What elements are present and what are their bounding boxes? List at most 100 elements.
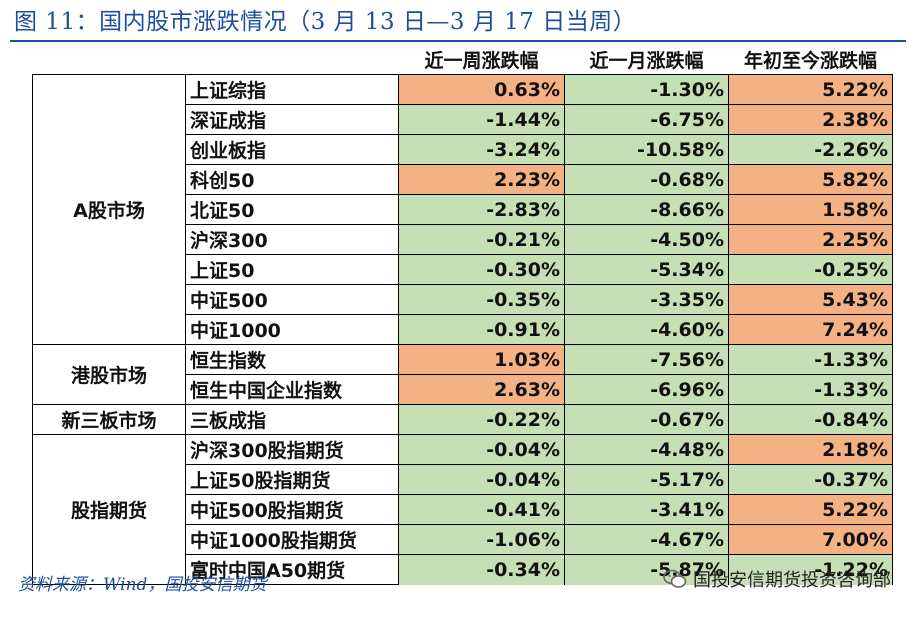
ytd-change-cell: -1.33% (728, 374, 893, 405)
header-week: 近一周涨跌幅 (424, 50, 539, 72)
week-change-cell: -1.06% (398, 524, 565, 555)
week-change-cell: -0.35% (398, 284, 565, 315)
ytd-change-cell: 2.25% (728, 224, 893, 255)
week-change-cell: -3.24% (398, 134, 565, 165)
market-group-label: A股市场 (32, 74, 186, 345)
header-row: 近一周涨跌幅 近一月涨跌幅 年初至今涨跌幅 (33, 45, 893, 75)
index-name: 深证成指 (185, 104, 399, 135)
watermark: 国投安信期货投资咨询部 (663, 566, 891, 592)
index-name: 上证综指 (185, 74, 399, 105)
header-month: 近一月涨跌幅 (589, 50, 704, 72)
watermark-text: 国投安信期货投资咨询部 (693, 570, 891, 591)
ytd-change-cell: 2.18% (728, 434, 893, 465)
index-name: 沪深300股指期货 (185, 434, 399, 465)
table-row: A股市场 上证综指 0.63% -1.30% 5.22% (32, 74, 893, 345)
table-row: 上证50 -0.30% -5.34% -0.25% (33, 254, 893, 285)
month-change-cell: -7.56% (564, 344, 729, 375)
week-change-cell: -0.34% (398, 554, 565, 585)
week-change-cell: -0.21% (398, 224, 565, 255)
header-blank-market (33, 45, 186, 75)
table-row: 中证500 -0.35% -3.35% 5.43% (33, 284, 893, 315)
week-change-cell: 0.63% (398, 74, 565, 105)
table-row: 中证1000股指期货 -1.06% -4.67% 7.00% (33, 524, 893, 555)
ytd-change-cell: -0.25% (728, 254, 893, 285)
ytd-change-cell: -0.37% (728, 464, 893, 495)
month-change-cell: -5.34% (564, 254, 729, 285)
index-name: 恒生中国企业指数 (185, 374, 399, 405)
wechat-icon (663, 569, 687, 588)
figure-title: 图 11：国内股市涨跌情况（3 月 13 日—3 月 17 日当周） (14, 9, 637, 35)
week-change-cell: -0.41% (398, 494, 565, 525)
index-name: 中证1000股指期货 (185, 524, 399, 555)
week-change-cell: -0.22% (398, 404, 565, 435)
performance-table: 近一周涨跌幅 近一月涨跌幅 年初至今涨跌幅 A股市场 上证综指 0.63% -1.30… (32, 45, 893, 585)
table-row: 深证成指 -1.44% -6.75% 2.38% (33, 104, 893, 135)
month-change-cell: -0.67% (564, 404, 729, 435)
month-change-cell: -10.58% (564, 134, 729, 165)
index-name: 三板成指 (185, 404, 399, 435)
week-change-cell: -0.30% (398, 254, 565, 285)
ytd-change-cell: -2.26% (728, 134, 893, 165)
week-change-cell: 1.03% (398, 344, 565, 375)
ytd-change-cell: 5.22% (728, 74, 893, 105)
ytd-change-cell: 7.00% (728, 524, 893, 555)
index-name: 恒生指数 (185, 344, 399, 375)
table-row: 港股市场 恒生指数 1.03% -7.56% -1.33% (32, 344, 893, 405)
table-row: 恒生中国企业指数 2.63% -6.96% -1.33% (33, 374, 893, 405)
table-row: 北证50 -2.83% -8.66% 1.58% (33, 194, 893, 225)
index-name: 科创50 (185, 164, 399, 195)
week-change-cell: -0.04% (398, 464, 565, 495)
week-change-cell: -2.83% (398, 194, 565, 225)
index-name: 创业板指 (185, 134, 399, 165)
month-change-cell: -3.35% (564, 284, 729, 315)
market-group-label: 股指期货 (32, 434, 186, 585)
month-change-cell: -3.41% (564, 494, 729, 525)
market-group-label: 新三板市场 (32, 404, 186, 435)
table-body: A股市场 上证综指 0.63% -1.30% 5.22% 深证成指 -1.44% -6.75%… (32, 74, 893, 585)
header-blank-name (186, 45, 399, 75)
month-change-cell: -0.68% (564, 164, 729, 195)
week-change-cell: -0.04% (398, 434, 565, 465)
source-note: 资料来源：Wind，国投安信期货 (18, 575, 267, 595)
ytd-change-cell: -0.84% (728, 404, 893, 435)
ytd-change-cell: 5.82% (728, 164, 893, 195)
week-change-cell: 2.63% (398, 374, 565, 405)
index-name: 富时中国A50期货 (185, 554, 399, 585)
month-change-cell: -5.87% (564, 554, 729, 585)
index-name: 北证50 (185, 194, 399, 225)
week-change-cell: 2.23% (398, 164, 565, 195)
ytd-change-cell: 7.24% (728, 314, 893, 345)
month-change-cell: -6.96% (564, 374, 729, 405)
ytd-change-cell: 5.22% (728, 494, 893, 525)
ytd-change-cell: -1.22% (728, 554, 893, 585)
month-change-cell: -4.48% (564, 434, 729, 465)
title-rule (10, 40, 906, 42)
index-name: 沪深300 (185, 224, 399, 255)
table-row: 中证1000 -0.91% -4.60% 7.24% (33, 314, 893, 345)
table-row: 科创50 2.23% -0.68% 5.82% (33, 164, 893, 195)
index-name: 中证1000 (185, 314, 399, 345)
index-name: 上证50股指期货 (185, 464, 399, 495)
ytd-change-cell: 1.58% (728, 194, 893, 225)
ytd-change-cell: 2.38% (728, 104, 893, 135)
month-change-cell: -4.50% (564, 224, 729, 255)
ytd-change-cell: 5.43% (728, 284, 893, 315)
table-row: 股指期货 沪深300股指期货 -0.04% -4.48% 2.18% (32, 434, 893, 585)
month-change-cell: -4.67% (564, 524, 729, 555)
table-row: 富时中国A50期货 -0.34% -5.87% -1.22% (33, 554, 893, 585)
table-row: 中证500股指期货 -0.41% -3.41% 5.22% (33, 494, 893, 525)
index-name: 中证500 (185, 284, 399, 315)
month-change-cell: -5.17% (564, 464, 729, 495)
month-change-cell: -4.60% (564, 314, 729, 345)
month-change-cell: -6.75% (564, 104, 729, 135)
week-change-cell: -1.44% (398, 104, 565, 135)
month-change-cell: -8.66% (564, 194, 729, 225)
index-name: 上证50 (185, 254, 399, 285)
week-change-cell: -0.91% (398, 314, 565, 345)
table-row: 创业板指 -3.24% -10.58% -2.26% (33, 134, 893, 165)
index-name: 中证500股指期货 (185, 494, 399, 525)
header-ytd: 年初至今涨跌幅 (743, 50, 877, 72)
table-row: 新三板市场 三板成指 -0.22% -0.67% -0.84% (32, 404, 893, 435)
ytd-change-cell: -1.33% (728, 344, 893, 375)
market-group-label: 港股市场 (32, 344, 186, 405)
